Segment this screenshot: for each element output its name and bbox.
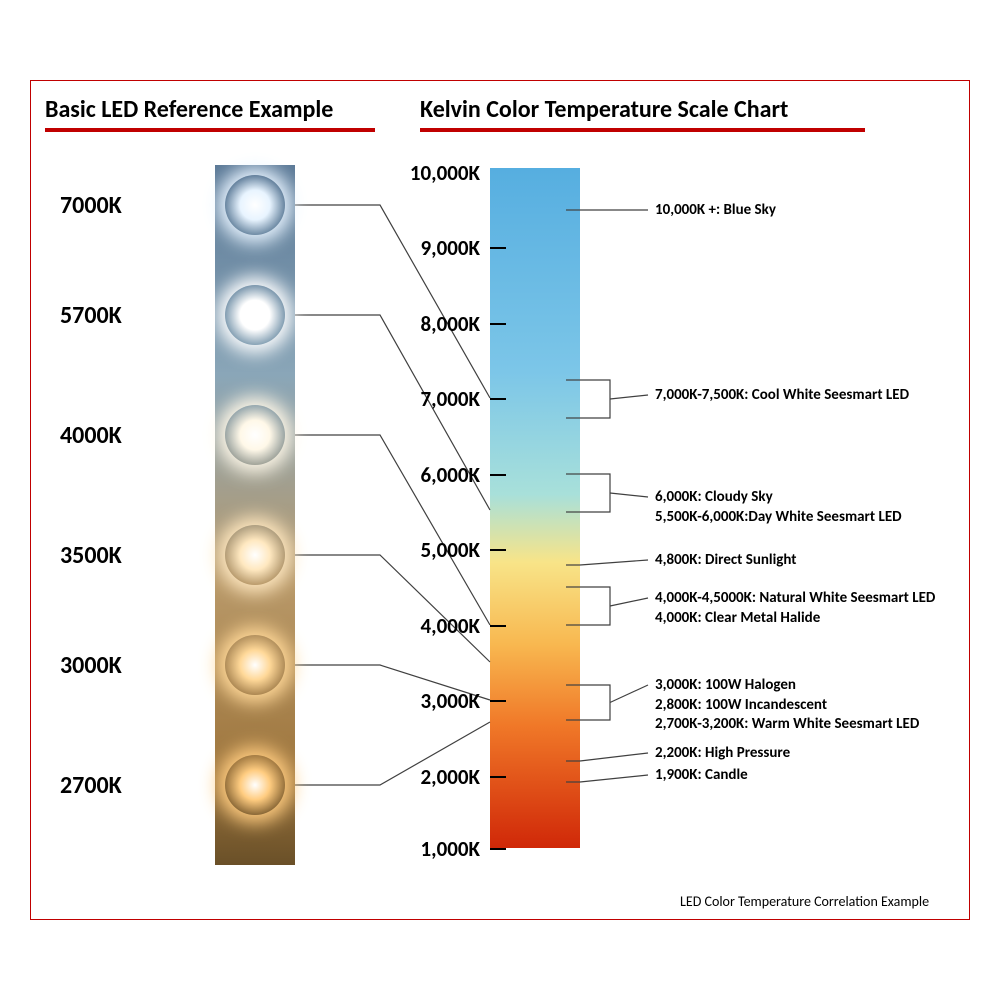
scale-label: 2,000K bbox=[390, 764, 480, 790]
led-label: 3000K bbox=[60, 651, 122, 680]
led-label: 3500K bbox=[60, 541, 122, 570]
scale-label: 10,000K bbox=[390, 160, 480, 186]
scale-tick bbox=[490, 549, 506, 551]
scale-label: 7,000K bbox=[390, 386, 480, 412]
left-title: Basic LED Reference Example bbox=[45, 95, 333, 124]
left-title-underline bbox=[45, 128, 375, 132]
right-title: Kelvin Color Temperature Scale Chart bbox=[420, 95, 788, 124]
annotation: 1,900K: Candle bbox=[655, 766, 748, 786]
annotation: 10,000K +: Blue Sky bbox=[655, 201, 776, 221]
annotation: 4,800K: Direct Sunlight bbox=[655, 551, 797, 571]
footnote: LED Color Temperature Correlation Exampl… bbox=[680, 893, 929, 910]
scale-tick bbox=[490, 700, 506, 702]
right-title-underline bbox=[420, 128, 865, 132]
scale-tick bbox=[490, 848, 506, 850]
led-label: 7000K bbox=[60, 191, 122, 220]
scale-label: 9,000K bbox=[390, 235, 480, 261]
annotation: 7,000K-7,500K: Cool White Seesmart LED bbox=[655, 386, 909, 406]
led-bulb bbox=[225, 175, 285, 235]
annotation: 3,000K: 100W Halogen 2,800K: 100W Incand… bbox=[655, 676, 919, 735]
scale-label: 6,000K bbox=[390, 462, 480, 488]
scale-tick bbox=[490, 323, 506, 325]
annotation: 2,200K: High Pressure bbox=[655, 744, 790, 764]
scale-label: 4,000K bbox=[390, 613, 480, 639]
scale-tick bbox=[490, 625, 506, 627]
annotation: 4,000K-4,5000K: Natural White Seesmart L… bbox=[655, 589, 935, 628]
scale-label: 5,000K bbox=[390, 537, 480, 563]
scale-tick bbox=[490, 776, 506, 778]
kelvin-scale-bar bbox=[490, 168, 580, 848]
led-label: 5700K bbox=[60, 301, 122, 330]
scale-tick bbox=[490, 474, 506, 476]
led-bulb bbox=[225, 755, 285, 815]
scale-label: 3,000K bbox=[390, 688, 480, 714]
led-bulb bbox=[225, 635, 285, 695]
scale-tick bbox=[490, 247, 506, 249]
led-bulb bbox=[225, 285, 285, 345]
led-label: 2700K bbox=[60, 771, 122, 800]
annotation: 6,000K: Cloudy Sky 5,500K-6,000K:Day Whi… bbox=[655, 488, 902, 527]
scale-label: 8,000K bbox=[390, 311, 480, 337]
led-bulb bbox=[225, 525, 285, 585]
led-label: 4000K bbox=[60, 421, 122, 450]
led-bulb bbox=[225, 405, 285, 465]
scale-tick bbox=[490, 398, 506, 400]
scale-label: 1,000K bbox=[390, 836, 480, 862]
